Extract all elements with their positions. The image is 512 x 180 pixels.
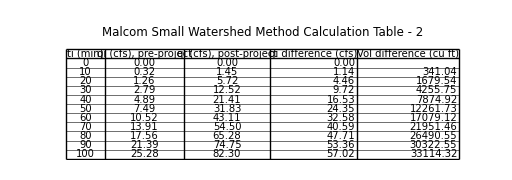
Text: 1.26: 1.26 — [133, 76, 156, 86]
Text: 80: 80 — [79, 131, 92, 141]
Text: 0: 0 — [82, 58, 89, 68]
Text: ti (min): ti (min) — [68, 49, 104, 59]
Text: qi difference (cfs): qi difference (cfs) — [269, 49, 357, 59]
Text: 4255.75: 4255.75 — [416, 85, 457, 95]
Text: 12.52: 12.52 — [212, 85, 242, 95]
Text: 26490.55: 26490.55 — [410, 131, 457, 141]
Text: 1679.54: 1679.54 — [416, 76, 457, 86]
Text: 341.04: 341.04 — [422, 67, 457, 77]
Text: 16.53: 16.53 — [327, 94, 355, 105]
Text: 13.91: 13.91 — [130, 122, 159, 132]
Text: 1.45: 1.45 — [216, 67, 238, 77]
Text: 33114.32: 33114.32 — [410, 149, 457, 159]
Text: 82.30: 82.30 — [213, 149, 241, 159]
Text: qi (cfs), post-project: qi (cfs), post-project — [177, 49, 277, 59]
Text: 30: 30 — [79, 85, 92, 95]
Text: 74.75: 74.75 — [212, 140, 241, 150]
Text: 24.35: 24.35 — [327, 104, 355, 114]
Text: 43.11: 43.11 — [213, 113, 241, 123]
Text: 7874.92: 7874.92 — [416, 94, 457, 105]
Text: 32.58: 32.58 — [327, 113, 355, 123]
Text: 30322.55: 30322.55 — [410, 140, 457, 150]
Text: 40.59: 40.59 — [327, 122, 355, 132]
Text: 47.71: 47.71 — [327, 131, 355, 141]
Text: 17.56: 17.56 — [130, 131, 159, 141]
Text: 10.52: 10.52 — [130, 113, 159, 123]
Text: 1.14: 1.14 — [333, 67, 355, 77]
Text: 12261.73: 12261.73 — [410, 104, 457, 114]
Text: 70: 70 — [79, 122, 92, 132]
Text: 57.02: 57.02 — [327, 149, 355, 159]
Text: 21.39: 21.39 — [130, 140, 159, 150]
Text: 4.89: 4.89 — [134, 94, 156, 105]
Text: 31.83: 31.83 — [213, 104, 241, 114]
Text: 21951.46: 21951.46 — [410, 122, 457, 132]
Text: 100: 100 — [76, 149, 95, 159]
Text: 65.28: 65.28 — [212, 131, 241, 141]
Text: 21.41: 21.41 — [212, 94, 241, 105]
Text: Malcom Small Watershed Method Calculation Table - 2: Malcom Small Watershed Method Calculatio… — [102, 26, 423, 39]
Text: 40: 40 — [79, 94, 92, 105]
Text: 5.72: 5.72 — [216, 76, 238, 86]
Text: 53.36: 53.36 — [327, 140, 355, 150]
Text: 60: 60 — [79, 113, 92, 123]
Text: 17079.12: 17079.12 — [410, 113, 457, 123]
Text: 2.79: 2.79 — [133, 85, 156, 95]
Text: 9.72: 9.72 — [333, 85, 355, 95]
Text: Vol difference (cu ft): Vol difference (cu ft) — [357, 49, 459, 59]
Text: 7.49: 7.49 — [134, 104, 156, 114]
Text: 4.46: 4.46 — [333, 76, 355, 86]
Text: qi (cfs), pre-project: qi (cfs), pre-project — [97, 49, 192, 59]
Text: 0.00: 0.00 — [134, 58, 156, 68]
Text: 25.28: 25.28 — [130, 149, 159, 159]
Text: 10: 10 — [79, 67, 92, 77]
Text: 50: 50 — [79, 104, 92, 114]
Text: 0.00: 0.00 — [333, 58, 355, 68]
Text: 90: 90 — [79, 140, 92, 150]
Text: 0.32: 0.32 — [134, 67, 156, 77]
Text: 20: 20 — [79, 76, 92, 86]
Text: 0.00: 0.00 — [216, 58, 238, 68]
Text: 54.50: 54.50 — [213, 122, 241, 132]
